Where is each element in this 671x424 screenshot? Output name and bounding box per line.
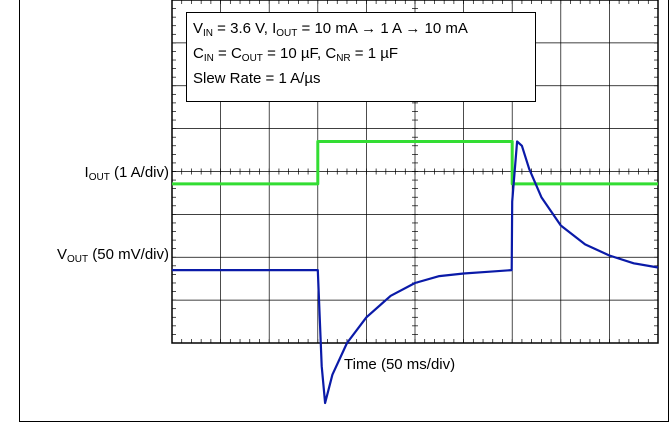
vout-channel-label: VOUT (50 mV/div) [57,246,169,265]
vout-trace [172,140,659,405]
figure-frame [19,0,669,422]
traces [172,140,659,405]
annotation-line-3: Slew Rate = 1 A/µs [193,70,321,87]
test-conditions-annotation: VIN = 3.6 V, IOUT = 10 mA → 1 A → 10 mA … [186,12,536,102]
x-axis-label: Time (50 ms/div) [344,356,456,373]
annotation-line-2: CIN = COUT = 10 µF, CNR = 1 µF [193,45,399,64]
iout-channel-label: IOUT (1 A/div) [84,164,169,183]
annotation-line-1: VIN = 3.6 V, IOUT = 10 mA → 1 A → 10 mA [193,20,468,39]
